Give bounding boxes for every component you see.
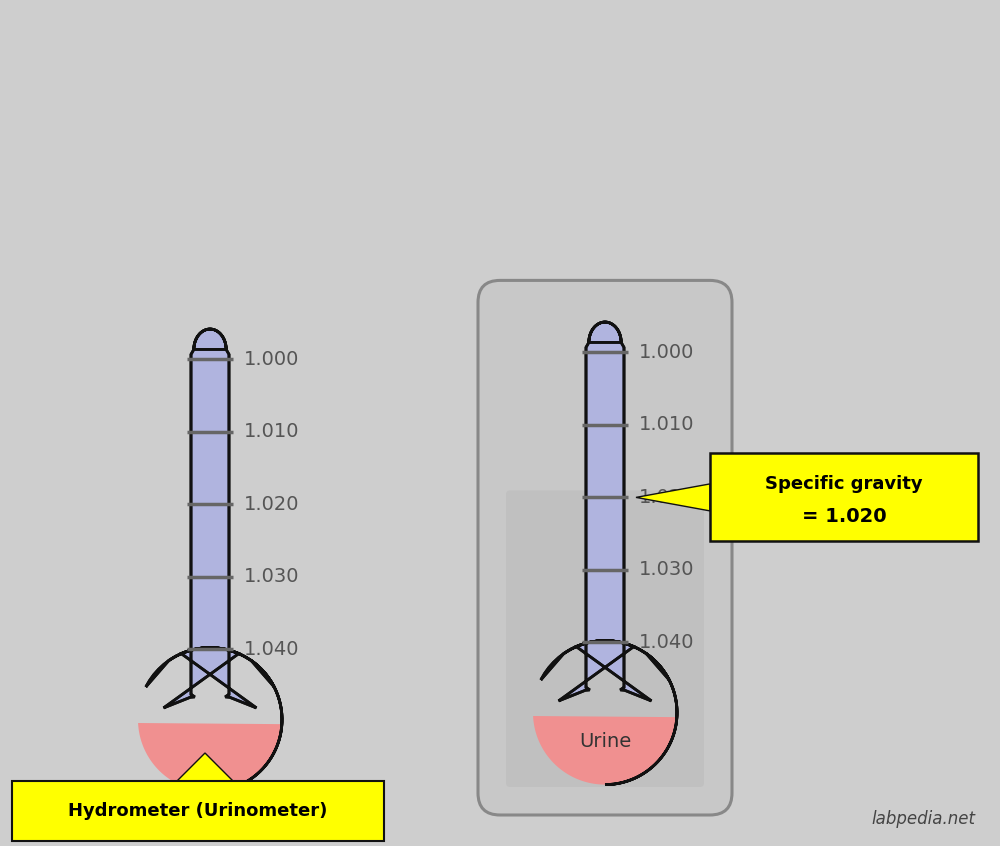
FancyBboxPatch shape [12,781,384,841]
Text: 1.000: 1.000 [639,343,694,362]
Text: Hydrometer (Urinometer): Hydrometer (Urinometer) [68,802,328,820]
Text: 1.000: 1.000 [244,350,299,369]
Polygon shape [533,716,677,784]
Polygon shape [177,753,233,781]
Text: 1.010: 1.010 [639,415,694,434]
Text: 1.010: 1.010 [244,422,300,442]
Text: 1.040: 1.040 [639,633,694,652]
Text: 1.030: 1.030 [639,560,694,580]
Text: 1.020: 1.020 [244,495,300,514]
Polygon shape [541,322,677,784]
Polygon shape [636,484,710,511]
FancyBboxPatch shape [506,491,704,787]
Text: = 1.020: = 1.020 [802,508,886,526]
FancyBboxPatch shape [710,453,978,541]
Polygon shape [138,723,282,792]
FancyBboxPatch shape [478,280,732,815]
Text: 1.030: 1.030 [244,568,300,586]
Text: 1.040: 1.040 [244,640,300,659]
Text: Urine: Urine [579,732,631,751]
Polygon shape [146,329,282,792]
Text: 1.020: 1.020 [639,488,694,507]
Text: Specific gravity: Specific gravity [765,475,923,493]
Text: labpedia.net: labpedia.net [871,810,975,828]
